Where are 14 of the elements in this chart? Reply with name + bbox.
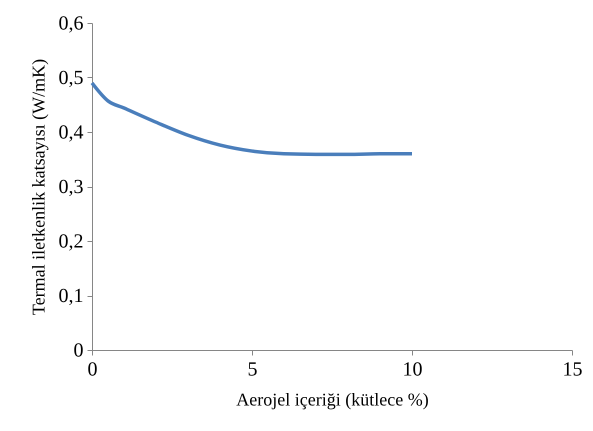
- x-tick-label: 0: [88, 358, 98, 380]
- y-tick-label: 0,4: [58, 122, 84, 144]
- y-tick-label: 0,3: [58, 176, 84, 198]
- x-tick-label: 15: [562, 358, 582, 380]
- x-tick-label: 5: [248, 358, 258, 380]
- y-tick-label: 0: [74, 340, 84, 362]
- x-axis-title: Aerojel içeriği (kütlece %): [236, 390, 429, 410]
- y-tick-label: 0,6: [58, 12, 84, 34]
- y-axis-title: Termal iletkenlik katsayısı (W/mK): [28, 58, 48, 316]
- y-tick-label: 0,5: [58, 67, 84, 89]
- line-series: [90, 81, 414, 156]
- y-tick-label: 0,1: [58, 285, 84, 307]
- x-tick-label: 10: [402, 358, 422, 380]
- y-tick-label: 0,2: [58, 230, 84, 252]
